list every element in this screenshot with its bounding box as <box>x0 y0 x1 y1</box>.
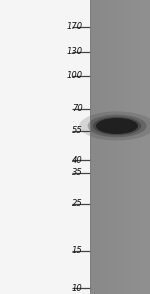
Text: 130: 130 <box>66 47 82 56</box>
Text: 10: 10 <box>72 284 83 293</box>
Text: 40: 40 <box>72 156 83 165</box>
Bar <box>0 0 90 294</box>
Text: 55: 55 <box>72 126 83 135</box>
Ellipse shape <box>96 118 138 134</box>
Text: 70: 70 <box>72 104 83 113</box>
Ellipse shape <box>88 115 146 137</box>
Ellipse shape <box>93 117 141 135</box>
Ellipse shape <box>79 111 150 141</box>
Text: 25: 25 <box>72 199 83 208</box>
Text: 100: 100 <box>66 71 82 80</box>
Text: 170: 170 <box>66 22 82 31</box>
Text: 15: 15 <box>72 246 83 255</box>
Text: 35: 35 <box>72 168 83 177</box>
